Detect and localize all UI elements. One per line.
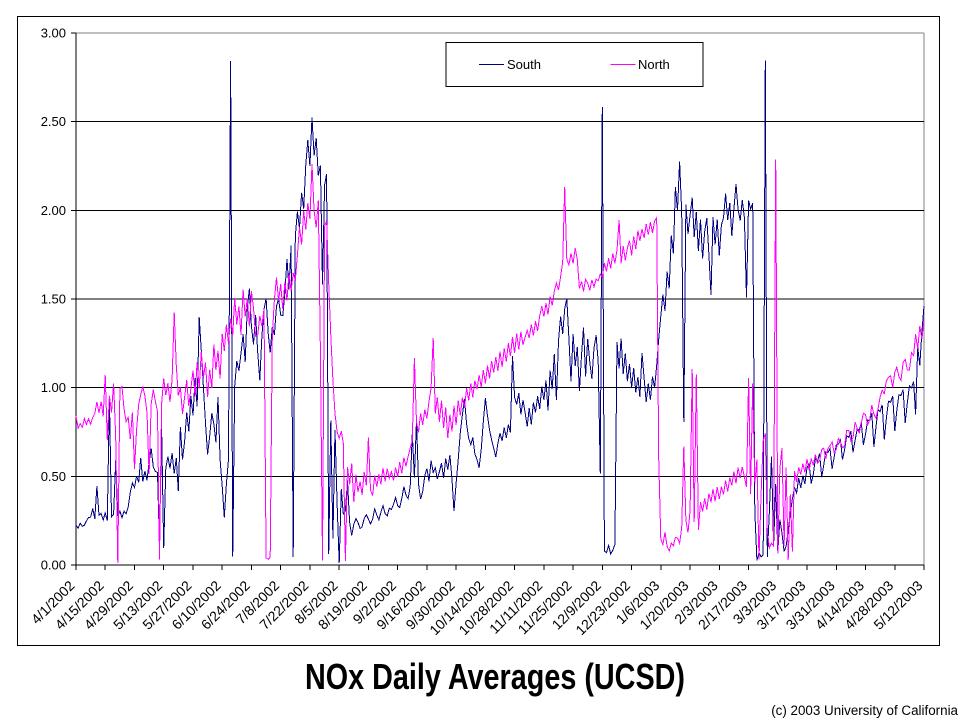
svg-text:0.50: 0.50 [41, 469, 66, 484]
svg-text:(c) 2003 University of Califor: (c) 2003 University of California [771, 703, 958, 718]
svg-text:2.50: 2.50 [41, 114, 66, 129]
svg-text:3.00: 3.00 [41, 26, 66, 41]
svg-text:1.50: 1.50 [41, 292, 66, 307]
svg-text:NOx Daily Averages (UCSD): NOx Daily Averages (UCSD) [305, 656, 685, 697]
svg-text:2.00: 2.00 [41, 203, 66, 218]
svg-text:South: South [507, 57, 541, 72]
svg-text:North: North [638, 57, 670, 72]
svg-text:0.00: 0.00 [41, 558, 66, 573]
svg-text:1.00: 1.00 [41, 380, 66, 395]
